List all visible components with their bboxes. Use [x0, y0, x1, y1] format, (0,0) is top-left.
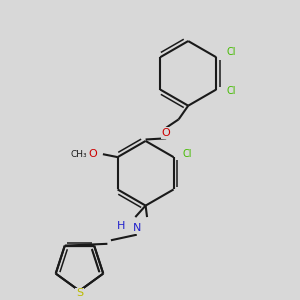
Text: O: O	[162, 128, 170, 138]
Text: H: H	[117, 221, 126, 232]
Text: CH₃: CH₃	[70, 150, 87, 159]
Text: N: N	[133, 223, 141, 233]
Text: Cl: Cl	[182, 149, 192, 159]
Text: S: S	[76, 288, 83, 298]
Text: Cl: Cl	[226, 86, 236, 96]
Text: Cl: Cl	[226, 47, 236, 57]
Text: O: O	[89, 149, 98, 159]
